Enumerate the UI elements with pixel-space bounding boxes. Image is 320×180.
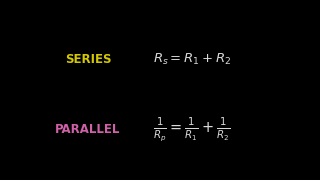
Text: $\frac{1}{R_p} = \frac{1}{R_1} + \frac{1}{R_2}$: $\frac{1}{R_p} = \frac{1}{R_1} + \frac{1… bbox=[153, 116, 231, 143]
Text: $R_s = R_1 + R_2$: $R_s = R_1 + R_2$ bbox=[153, 52, 231, 67]
Text: SERIES: SERIES bbox=[65, 53, 111, 66]
Text: PARALLEL: PARALLEL bbox=[55, 123, 121, 136]
